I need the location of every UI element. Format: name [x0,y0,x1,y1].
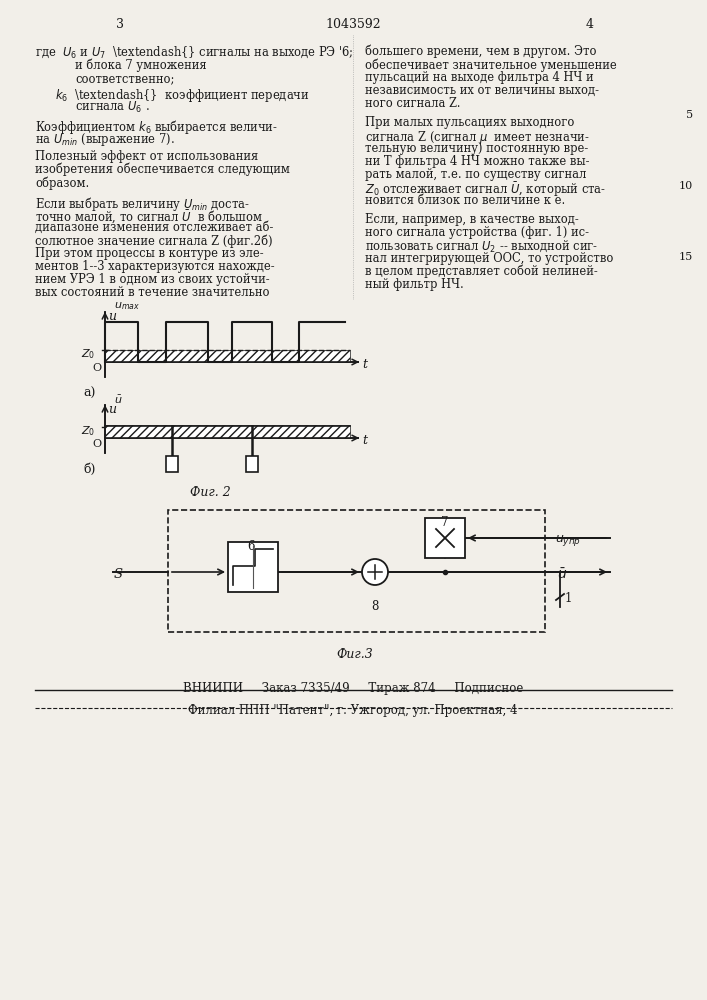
Text: в целом представляет собой нелиней-: в целом представляет собой нелиней- [365,265,597,278]
Text: Полезный эффект от использования: Полезный эффект от использования [35,150,258,163]
Text: сигнала $U_6$ .: сигнала $U_6$ . [75,100,150,115]
Text: соответственно;: соответственно; [75,72,175,85]
Text: новится близок по величине к е.: новится близок по величине к е. [365,194,566,207]
Text: a): a) [83,387,95,400]
Text: Коэффициентом $k_6$ выбирается величи-: Коэффициентом $k_6$ выбирается величи- [35,118,278,136]
Text: где  $U_6$ и $U_7$  \textendash{} сигналы на выходе РЭ '6;: где $U_6$ и $U_7$ \textendash{} сигналы … [35,45,354,60]
Polygon shape [105,350,350,362]
Text: сигнала Z (сигнал $\mu$  имеет незначи-: сигнала Z (сигнал $\mu$ имеет незначи- [365,129,590,146]
Text: ного сигнала устройства (фиг. 1) ис-: ного сигнала устройства (фиг. 1) ис- [365,226,589,239]
Bar [166,456,178,472]
Text: 8: 8 [371,600,379,613]
Text: O: O [92,363,101,373]
Text: тельную величину) постоянную вре-: тельную величину) постоянную вре- [365,142,588,155]
Text: 7: 7 [441,516,449,529]
Text: на $U_{min}$ (выражение 7).: на $U_{min}$ (выражение 7). [35,131,175,148]
Text: $Z_0$: $Z_0$ [81,424,95,438]
Text: $\bar{u}$: $\bar{u}$ [114,394,122,406]
Text: При малых пульсациях выходного: При малых пульсациях выходного [365,116,574,129]
Text: 15: 15 [679,252,693,262]
Text: O: O [92,439,101,449]
Text: изобретения обеспечивается следующим: изобретения обеспечивается следующим [35,163,290,176]
Text: 3: 3 [116,18,124,31]
Text: рать малой, т.е. по существу сигнал: рать малой, т.е. по существу сигнал [365,168,586,181]
Text: 10: 10 [679,181,693,191]
Text: ного сигнала Z.: ного сигнала Z. [365,97,460,110]
Text: Если, например, в качестве выход-: Если, например, в качестве выход- [365,213,579,226]
Text: ный фильтр НЧ.: ный фильтр НЧ. [365,278,464,291]
Text: точно малой, то сигнал $\bar{U}$  в большом: точно малой, то сигнал $\bar{U}$ в больш… [35,208,263,225]
Text: 6: 6 [247,540,255,553]
Text: солютное значение сигнала Z (фиг.2б): солютное значение сигнала Z (фиг.2б) [35,234,273,247]
Text: образом.: образом. [35,176,89,190]
Text: 1043592: 1043592 [325,18,381,31]
Text: большего времени, чем в другом. Это: большего времени, чем в другом. Это [365,45,597,58]
Text: 1: 1 [565,592,573,605]
Text: t: t [362,434,367,447]
Text: пользовать сигнал $U_2$ -- выходной сиг-: пользовать сигнал $U_2$ -- выходной сиг- [365,239,598,254]
Text: u: u [108,310,116,323]
Text: При этом процессы в контуре из эле-: При этом процессы в контуре из эле- [35,247,264,260]
Text: 5: 5 [686,110,693,120]
Text: Если выбрать величину $U_{min}$ доста-: Если выбрать величину $U_{min}$ доста- [35,195,250,213]
Polygon shape [105,425,350,438]
Text: обеспечивает значительное уменьшение: обеспечивает значительное уменьшение [365,58,617,72]
Text: вых состояний в течение значительно: вых состояний в течение значительно [35,286,269,299]
Text: S: S [114,568,123,581]
Text: $\bar{u}$: $\bar{u}$ [557,567,567,582]
Bar [425,518,465,558]
Circle shape [362,559,388,585]
Text: Филиал ППП "Патент", г. Ужгород, ул. Проектная, 4: Филиал ППП "Патент", г. Ужгород, ул. Про… [188,704,518,717]
Text: нал интегрирующей ООС, то устройство: нал интегрирующей ООС, то устройство [365,252,614,265]
Text: и блока 7 умножения: и блока 7 умножения [75,59,206,73]
Text: $k_6$  \textendash{}  коэффициент передачи: $k_6$ \textendash{} коэффициент передачи [55,87,310,104]
Text: Фиг. 2: Фиг. 2 [189,486,230,499]
Text: t: t [362,358,367,371]
Text: $u_{max}$: $u_{max}$ [114,300,140,312]
Text: u: u [108,403,116,416]
Text: б): б) [83,463,95,476]
Bar [168,510,545,632]
Text: ментов 1--3 характеризуются нахожде-: ментов 1--3 характеризуются нахожде- [35,260,274,273]
Text: Фиг.3: Фиг.3 [337,648,373,661]
Text: ни T фильтра 4 НЧ можно также вы-: ни T фильтра 4 НЧ можно также вы- [365,155,590,168]
Text: нием УРЭ 1 в одном из своих устойчи-: нием УРЭ 1 в одном из своих устойчи- [35,273,269,286]
Text: независимость их от величины выход-: независимость их от величины выход- [365,84,599,97]
Text: ВНИИПИ     Заказ 7335/49     Тираж 874     Подписное: ВНИИПИ Заказ 7335/49 Тираж 874 Подписное [183,682,523,695]
Text: $Z_0$ отслеживает сигнал $\bar{U}$, который ста-: $Z_0$ отслеживает сигнал $\bar{U}$, кото… [365,181,606,199]
Text: $Z_0$: $Z_0$ [81,347,95,361]
Text: 4: 4 [586,18,594,31]
Bar [246,456,258,472]
Text: пульсаций на выходе фильтра 4 НЧ и: пульсаций на выходе фильтра 4 НЧ и [365,71,594,84]
Bar [228,542,278,592]
Text: $u_{упр}$: $u_{упр}$ [555,533,581,548]
Text: диапазоне изменения отслеживает аб-: диапазоне изменения отслеживает аб- [35,221,274,234]
